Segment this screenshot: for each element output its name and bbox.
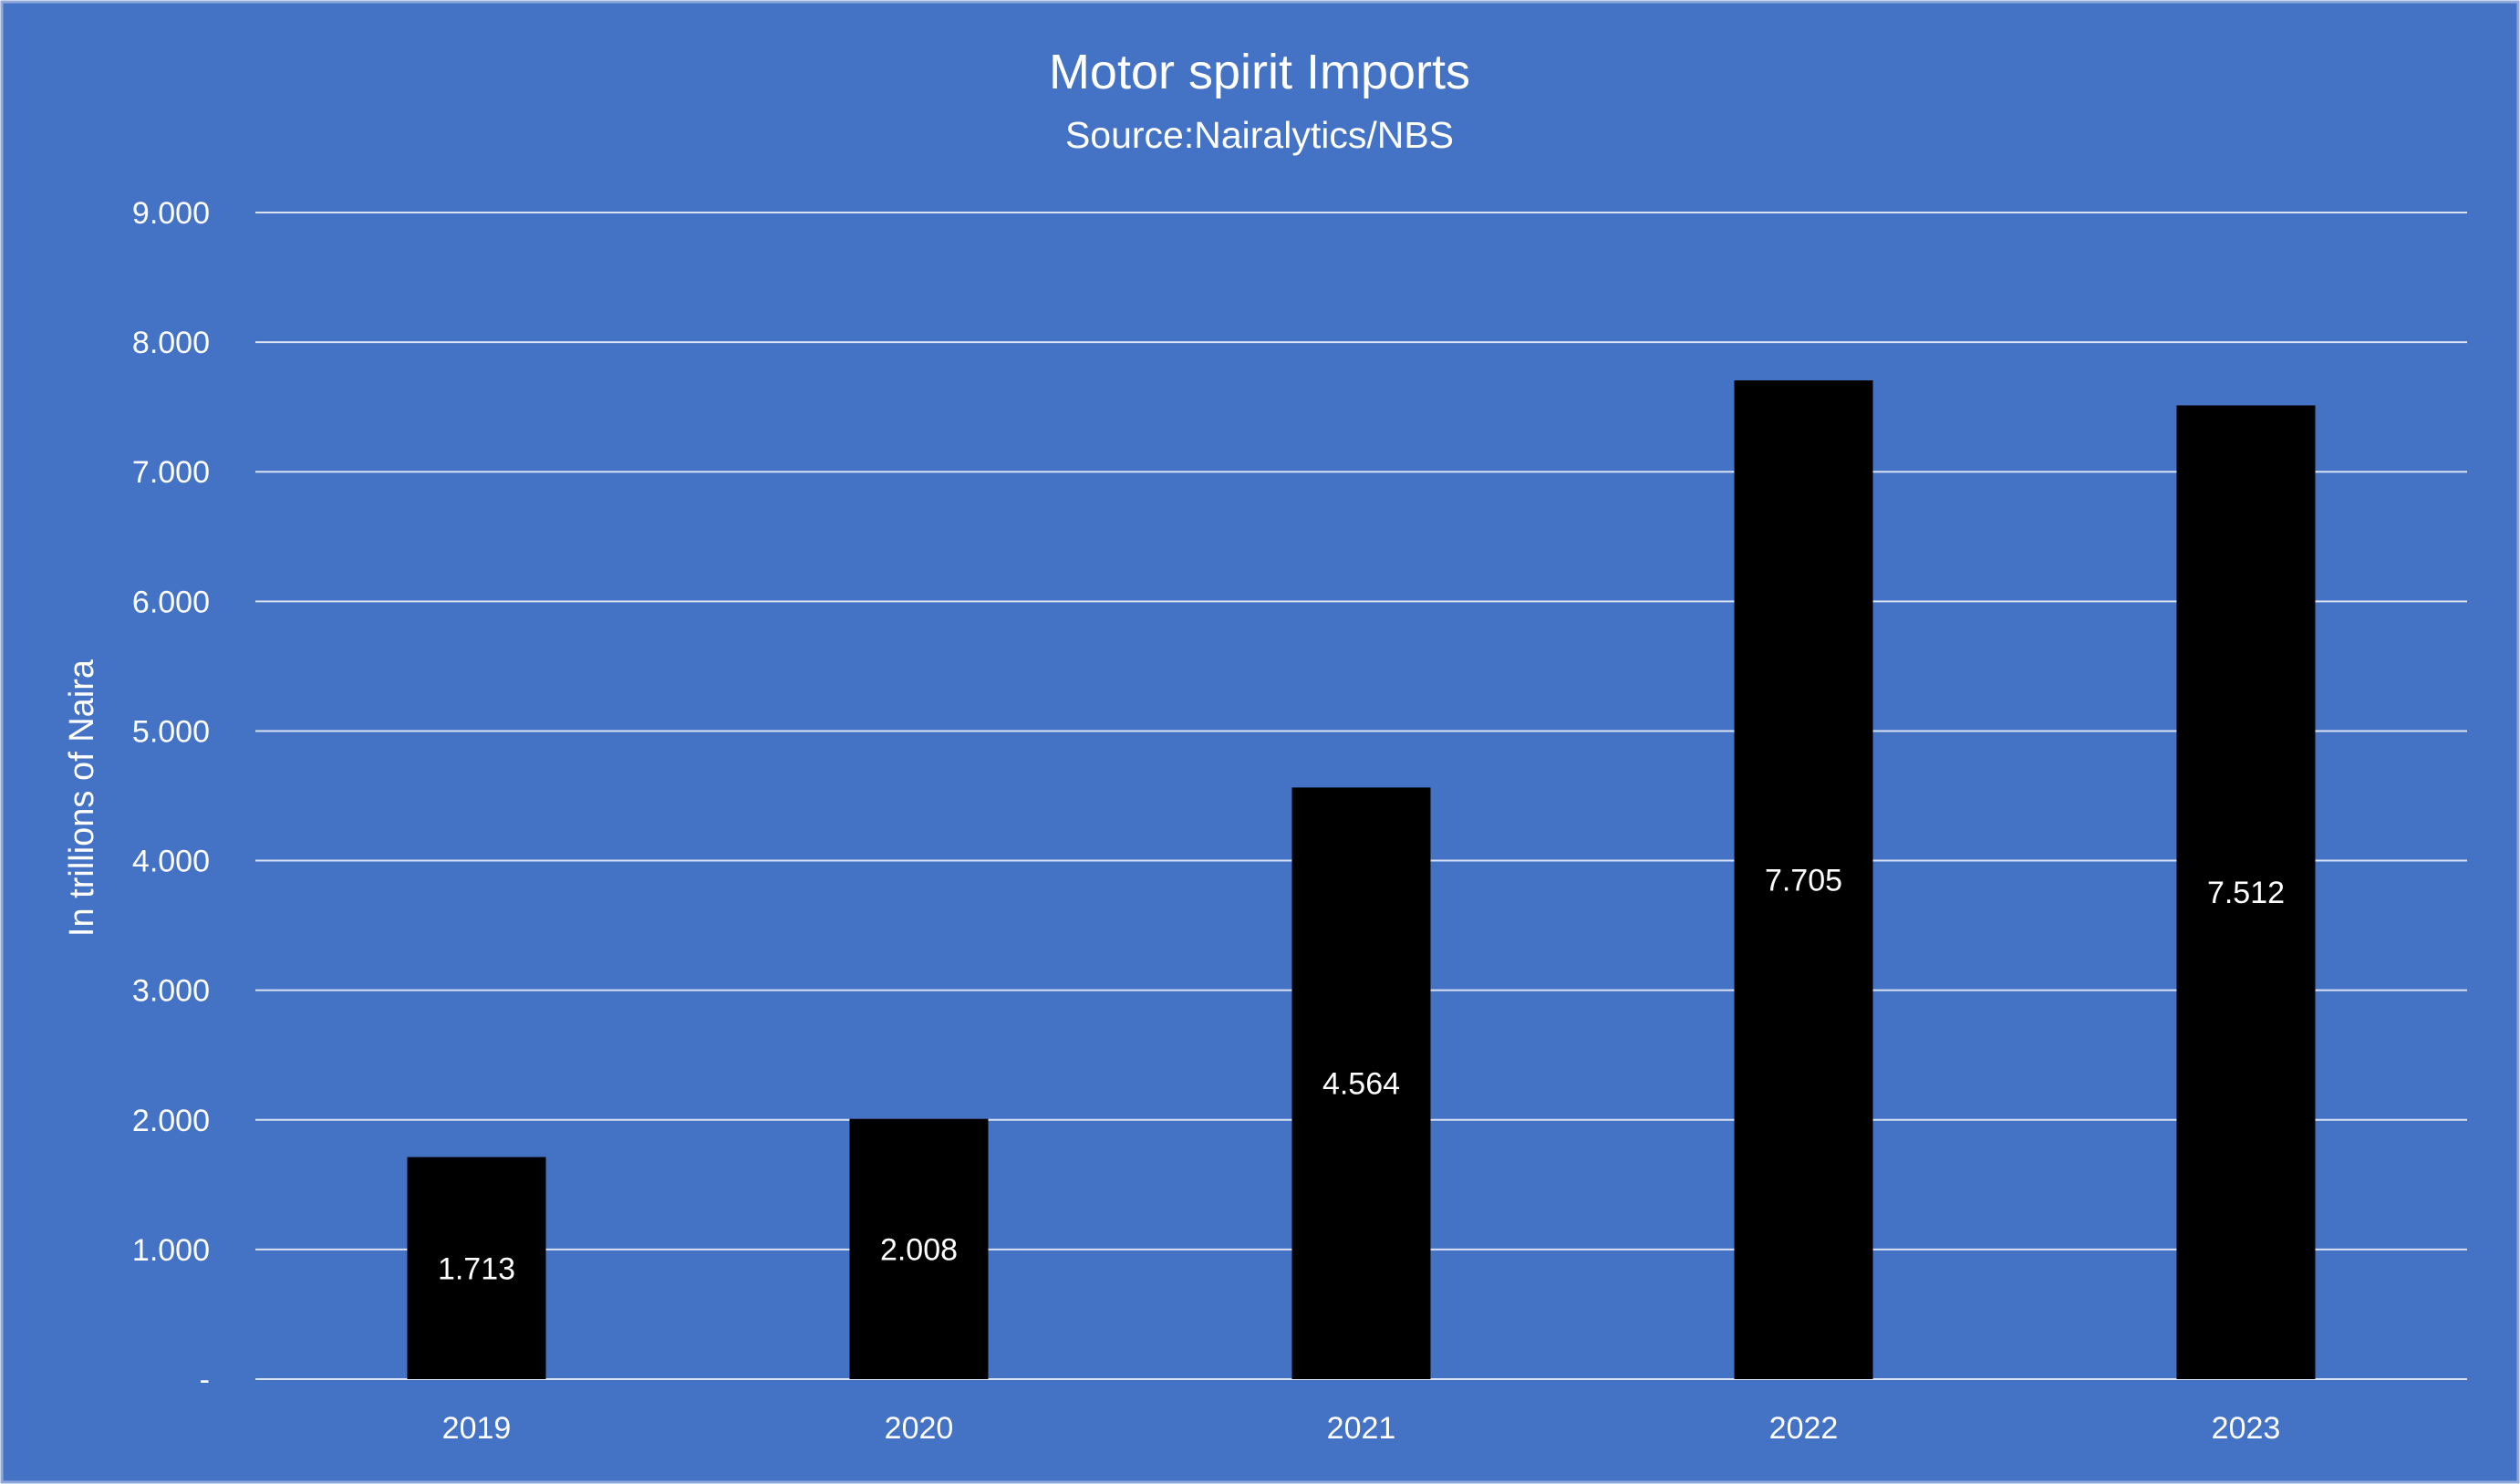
x-axis-ticks: 2019 2020 2021 2022 2023	[442, 1411, 2281, 1446]
bar-2019	[407, 1157, 546, 1379]
x-tick-label: 2023	[2212, 1411, 2281, 1446]
bar-2020	[849, 1118, 989, 1379]
y-tick-label: 8.000	[132, 326, 210, 360]
chart-title: Motor spirit Imports	[1049, 45, 1470, 99]
data-label: 7.512	[2207, 876, 2285, 910]
data-label: 2.008	[880, 1232, 958, 1267]
bar-2022	[1734, 380, 1873, 1379]
y-tick-label: 3.000	[132, 974, 210, 1009]
y-tick-label: 7.000	[132, 455, 210, 490]
data-labels: 1.713 2.008 4.564 7.705 7.512	[438, 864, 2285, 1287]
y-tick-label: 9.000	[132, 196, 210, 231]
x-tick-label: 2021	[1327, 1411, 1396, 1446]
data-label: 7.705	[1765, 864, 1842, 898]
y-axis-ticks: - 1.000 2.000 3.000 4.000 5.000 6.000 7.000 8.00…	[132, 196, 210, 1397]
y-axis-label: In trillions of Naira	[63, 659, 101, 937]
y-tick-label: 6.000	[132, 585, 210, 619]
x-tick-label: 2019	[442, 1411, 512, 1446]
x-tick-label: 2020	[885, 1411, 954, 1446]
bars	[407, 380, 2316, 1380]
bar-2021	[1291, 787, 1431, 1379]
bar-2023	[2176, 405, 2316, 1380]
y-tick-label: 1.000	[132, 1233, 210, 1268]
y-tick-label: -	[200, 1363, 210, 1397]
y-tick-label: 4.000	[132, 845, 210, 879]
data-label: 1.713	[438, 1251, 515, 1286]
chart-subtitle: Source:Nairalytics/NBS	[1065, 114, 1454, 156]
x-tick-label: 2022	[1769, 1411, 1839, 1446]
y-tick-label: 5.000	[132, 714, 210, 749]
data-label: 4.564	[1322, 1067, 1400, 1102]
y-tick-label: 2.000	[132, 1104, 210, 1138]
